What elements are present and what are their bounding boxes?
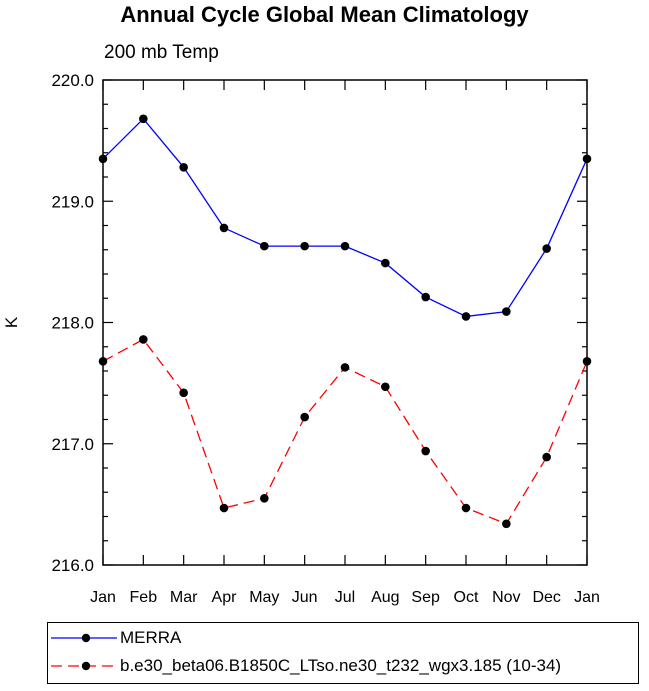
x-tick-label: Dec [532,589,560,606]
y-axis-label: K [2,316,21,328]
chart-subtitle: 200 mb Temp [104,42,219,63]
data-point-merra [421,292,430,302]
legend: MERRA b.e30_beta06.B1850C_LTso.ne30_t232… [47,622,639,684]
data-point-merra [542,244,551,253]
data-point-model [260,494,269,503]
x-tick-label: Oct [454,589,479,606]
data-point-merra [340,241,350,251]
chart-plot: 216.0 217.0 218.0 219.0 220.0 K Jan Feb Mar Apr Ma… [2,71,600,606]
y-tick-label: 219.0 [51,192,94,211]
x-tick-label: Jan [90,589,116,606]
data-point-model [219,503,229,513]
chart-title: Annual Cycle Global Mean Climatology [120,2,529,27]
data-point-merra [381,258,390,268]
series-layer [98,114,592,529]
x-tick-label: Jan [574,589,600,606]
legend-label-merra: MERRA [120,628,182,647]
data-point-merra [461,312,471,321]
legend-swatch-merra [51,633,117,643]
x-tick-label: Jul [335,589,355,606]
data-point-model [421,446,430,456]
data-point-model [461,503,471,513]
axis-ticks [102,79,588,566]
data-point-model [139,335,148,344]
data-point-merra [139,114,148,124]
y-tick-label: 218.0 [51,314,94,333]
data-point-model [502,519,511,529]
plot-frame [102,79,588,566]
legend-item-merra: MERRA [48,625,638,653]
data-point-model [381,382,390,392]
x-tick-label: Aug [371,589,399,606]
series-line-merra [102,117,588,318]
data-point-merra [260,241,269,251]
x-tick-label: Mar [170,589,198,606]
x-tick-label: May [249,589,279,606]
legend-swatch-model [51,661,117,671]
data-point-merra [300,241,309,251]
data-point-model [300,412,309,422]
data-point-model [179,388,188,398]
data-point-model [542,452,551,462]
x-tick-label: Nov [492,589,520,606]
data-point-merra [219,223,229,233]
y-tick-label: 220.0 [51,71,94,90]
legend-item-model: b.e30_beta06.B1850C_LTso.ne30_t232_wgx3.… [48,653,638,681]
y-tick-label: 216.0 [51,556,94,575]
data-point-merra [179,163,188,172]
data-point-merra [502,307,511,316]
data-point-model [340,363,350,372]
x-tick-label: Apr [212,589,238,606]
y-tick-label: 217.0 [51,435,94,454]
legend-label-model: b.e30_beta06.B1850C_LTso.ne30_t232_wgx3.… [120,656,562,675]
axis-labels: 216.0 217.0 218.0 219.0 220.0 K Jan Feb Mar Apr Ma… [2,71,600,606]
x-tick-label: Feb [130,589,158,606]
x-tick-label: Jun [292,589,318,606]
x-tick-label: Sep [411,589,440,606]
